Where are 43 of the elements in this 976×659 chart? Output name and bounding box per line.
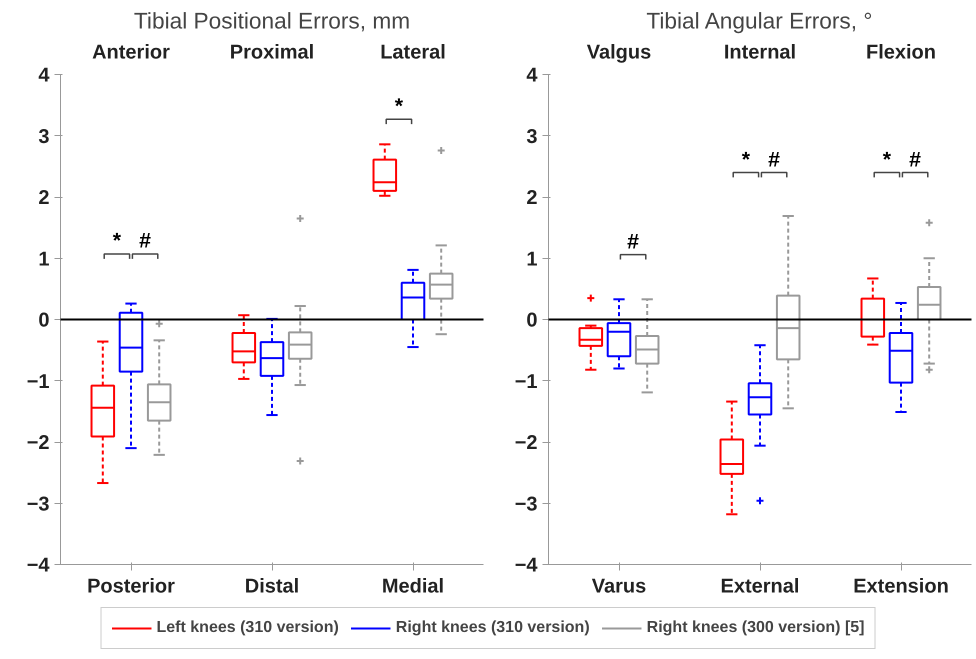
text: Flexion (866, 42, 936, 64)
annotation: * (112, 228, 122, 253)
y-tick-label: 2 (526, 187, 538, 209)
x-tick-label: Posterior (87, 576, 176, 598)
annotation: * (882, 147, 892, 172)
y-tick-label: 4 (38, 64, 50, 86)
legend-label: Right knees (300 version) [5] (646, 618, 864, 636)
annotation: # (627, 229, 640, 254)
x-tick-label: Distal (244, 576, 300, 598)
chart-title: Tibial Positional Errors, mm (134, 8, 410, 34)
y-tick-label: 1 (38, 248, 50, 270)
annotation: # (909, 147, 922, 172)
y-tick-label: 2 (38, 187, 50, 209)
legend-label: Left knees (310 version) (156, 618, 339, 636)
y-tick-label: 3 (38, 126, 50, 148)
y-tick-label: −2 (26, 432, 50, 454)
annotation: * (742, 147, 751, 172)
chart-title: Tibial Angular Errors, ° (646, 8, 872, 34)
text: Proximal (230, 42, 314, 64)
y-tick-label: 4 (526, 64, 538, 86)
y-tick-label: −3 (26, 493, 50, 516)
y-tick-label: −1 (514, 370, 538, 393)
x-tick-label: Extension (853, 576, 949, 598)
text: Lateral (380, 42, 446, 64)
text: Anterior (92, 42, 170, 64)
y-tick-label: 1 (526, 248, 538, 270)
annotation: * (394, 94, 404, 118)
y-tick-label: −1 (26, 370, 50, 393)
y-tick-label: −4 (26, 554, 50, 576)
y-tick-label: −2 (514, 432, 538, 454)
annotation: # (139, 228, 152, 253)
text: Valgus (586, 42, 652, 64)
y-tick-label: 3 (526, 126, 538, 148)
x-tick-label: External (720, 576, 800, 598)
annotation: # (768, 147, 780, 172)
x-tick-label: Varus (592, 576, 646, 598)
text: Internal (724, 42, 796, 64)
y-tick-label: −3 (514, 493, 538, 516)
y-tick-label: 0 (38, 310, 50, 332)
y-tick-label: −4 (514, 554, 538, 576)
x-tick-label: Medial (382, 576, 444, 598)
y-tick-label: 0 (526, 310, 538, 332)
legend-label: Right knees (310 version) (396, 618, 590, 636)
